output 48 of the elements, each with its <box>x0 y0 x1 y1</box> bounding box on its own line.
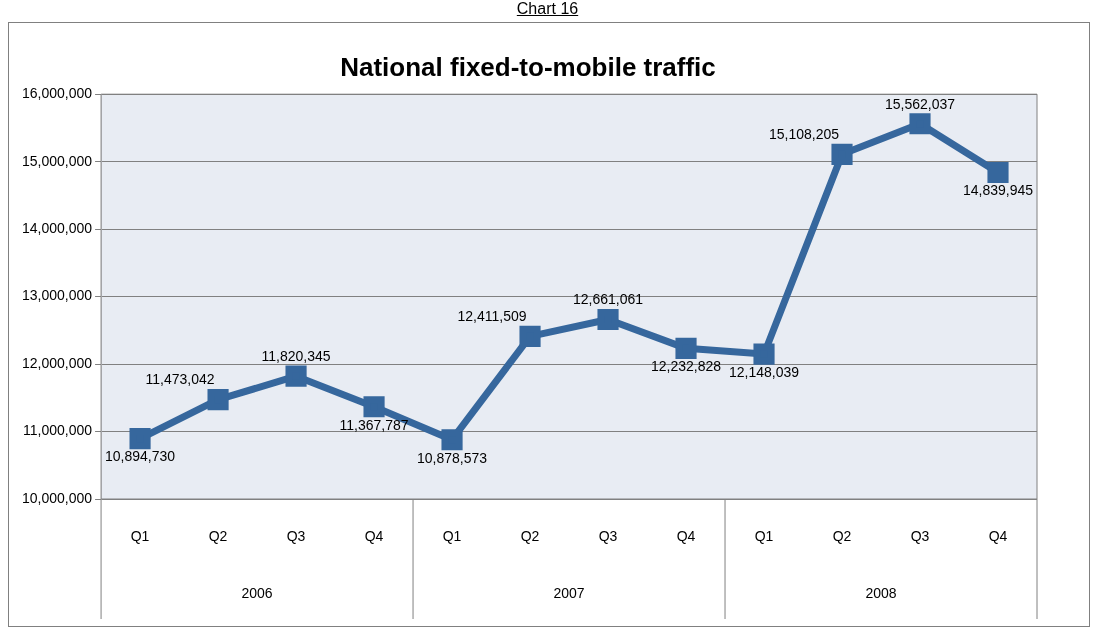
x-tick-label: Q2 <box>832 528 852 545</box>
x-tick-label: Q3 <box>910 528 930 545</box>
data-label: 10,894,730 <box>105 448 176 465</box>
data-label: 12,232,828 <box>650 358 722 375</box>
x-tick-label: Q4 <box>676 528 696 545</box>
x-tick-label: Q4 <box>988 528 1008 545</box>
y-tick-label: 12,000,000 <box>21 354 93 371</box>
point <box>753 343 775 365</box>
chart-title: National fixed-to-mobile traffic <box>340 51 716 82</box>
data-label: 12,411,509 <box>457 308 527 325</box>
x-tick-label: Q2 <box>208 528 228 545</box>
point <box>831 143 853 165</box>
text: 2007 <box>553 584 585 601</box>
y-tick-label: 14,000,000 <box>21 219 93 236</box>
y-tick-label: 10,000,000 <box>21 489 93 506</box>
data-label: 12,148,039 <box>728 363 800 380</box>
point <box>909 113 931 135</box>
point <box>285 365 307 387</box>
data-label: 15,108,205 <box>768 126 840 143</box>
x-tick-label: Q3 <box>286 528 306 545</box>
data-label: 14,839,945 <box>962 182 1034 199</box>
point <box>207 389 229 411</box>
caption: Chart 16 <box>515 0 580 18</box>
y-tick-label: 16,000,000 <box>21 85 93 102</box>
text: 2006 <box>241 584 273 601</box>
data-label: 15,562,037 <box>884 95 956 112</box>
x-tick-label: Q2 <box>520 528 540 545</box>
data-label: 12,661,061 <box>572 291 644 308</box>
point <box>987 161 1009 184</box>
point <box>129 428 151 450</box>
x-tick-label: Q1 <box>442 528 462 545</box>
text: 2008 <box>865 584 897 601</box>
point <box>441 429 463 451</box>
point <box>675 337 697 359</box>
data-label: 10,878,573 <box>417 449 488 466</box>
data-label: 11,367,787 <box>339 416 409 433</box>
x-tick-label: Q1 <box>754 528 774 545</box>
y-tick-label: 13,000,000 <box>21 287 93 304</box>
x-tick-label: Q4 <box>364 528 384 545</box>
point <box>519 325 541 347</box>
point <box>597 308 619 331</box>
point <box>363 396 385 418</box>
data-label: 11,473,042 <box>145 371 215 388</box>
data-label: 11,820,345 <box>261 348 331 365</box>
x-tick-label: Q3 <box>598 528 618 545</box>
y-tick-label: 15,000,000 <box>21 152 93 169</box>
y-tick-label: 11,000,000 <box>23 422 93 439</box>
x-tick-label: Q1 <box>130 528 150 545</box>
